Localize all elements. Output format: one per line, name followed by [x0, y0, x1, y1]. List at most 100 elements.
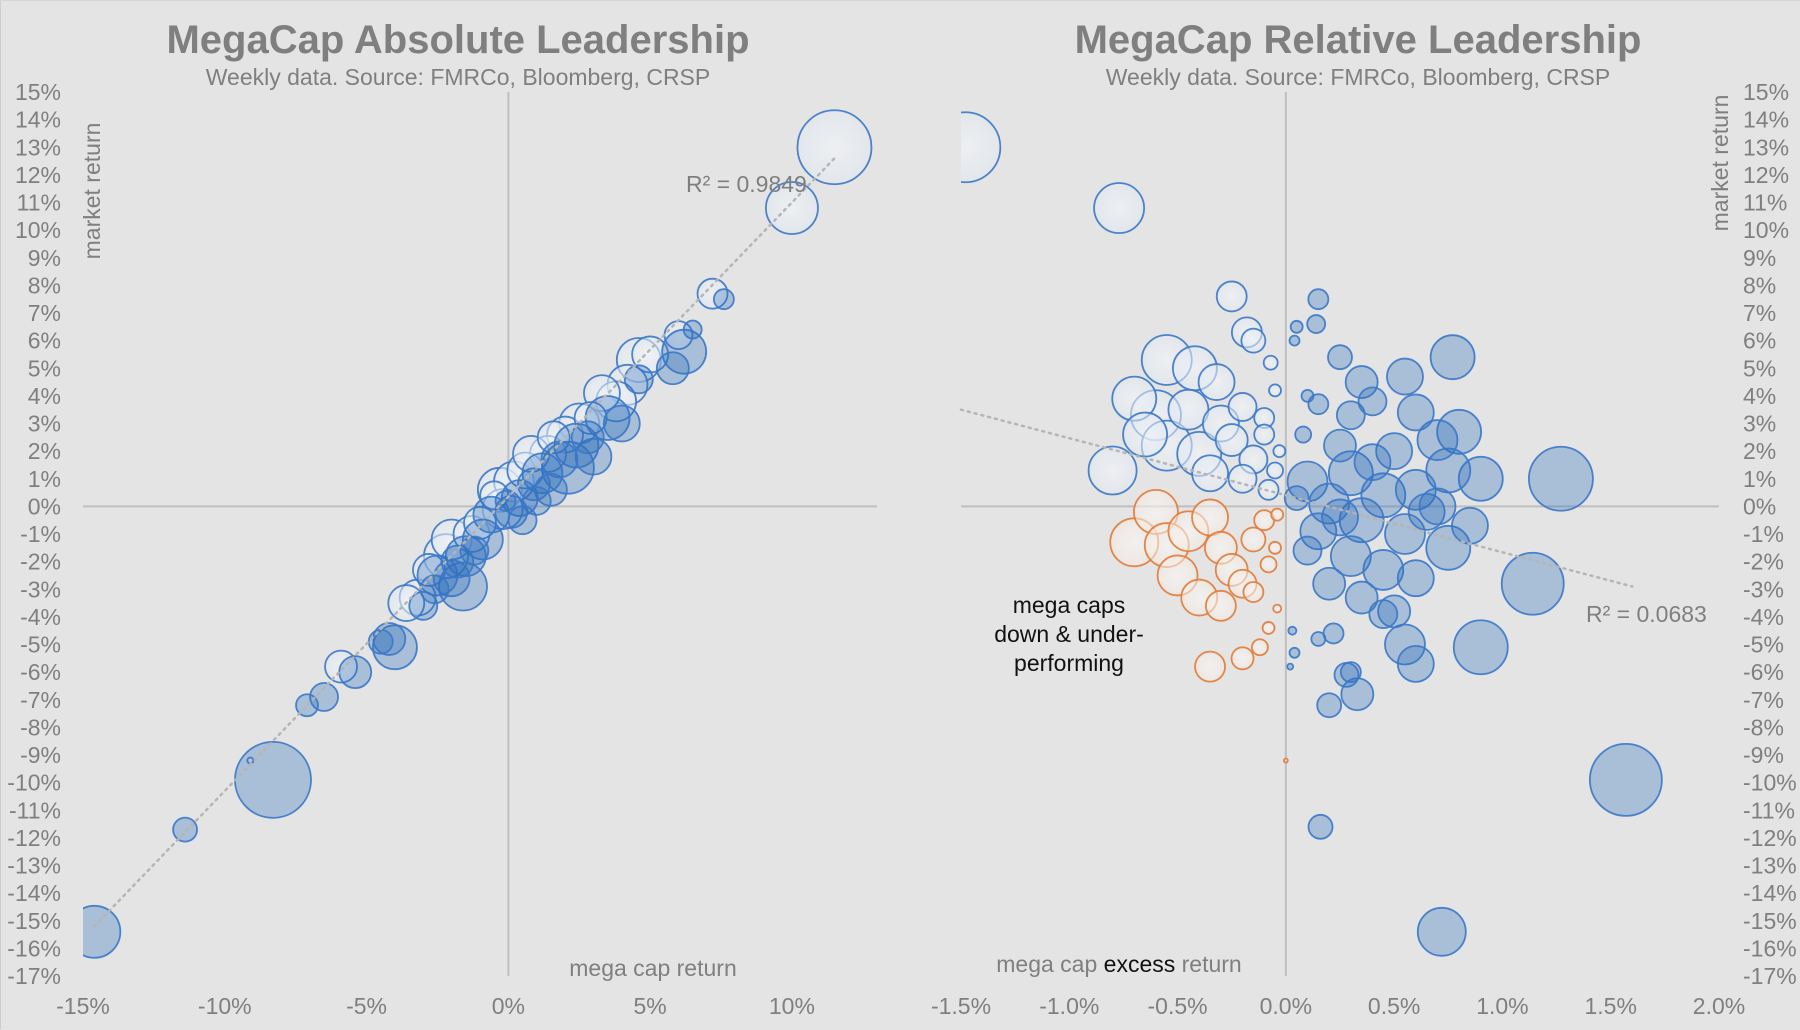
bubble-point-dark	[1344, 580, 1379, 615]
right-x-axis-title-part3: return	[1175, 951, 1241, 977]
bubble-point-light	[1262, 354, 1279, 371]
bubble-point-dark	[1528, 445, 1594, 512]
bubble-point-dark	[712, 288, 735, 311]
left-x-tick-labels: -15% -10% -5% 0% 5% 10%	[56, 993, 815, 1019]
bubble-point-dark	[1339, 661, 1362, 684]
bubble-point-dark	[540, 440, 579, 479]
right-y-tick-label: -4%	[1743, 604, 1784, 630]
bubble-point-dark	[1357, 386, 1388, 417]
right-y-tick-label: 8%	[1743, 272, 1776, 298]
bubble-point-dark	[1307, 813, 1334, 840]
bubble-point-orange	[1191, 498, 1229, 537]
right-x-tick-label: 2.0%	[1693, 993, 1745, 1019]
bubble-point-dark	[1335, 400, 1366, 431]
right-y-tick-label: 10%	[1743, 217, 1789, 243]
bubble-point-dark	[1322, 622, 1345, 645]
left-y-tick-label: -9%	[20, 742, 61, 768]
right-y-tick-label: 15%	[1743, 79, 1789, 105]
bubble-point-orange	[1268, 540, 1282, 555]
bubble-point-light	[1197, 363, 1236, 401]
bubble-point-dark	[1329, 535, 1372, 577]
left-y-tick-label: 10%	[15, 217, 61, 243]
right-x-tick-labels: -1.5% -1.0% -0.5% 0.0% 0.5% 1.0% 1.5% 2.0%	[931, 993, 1745, 1019]
bubble-point-light	[1272, 444, 1287, 459]
bubble-point-dark	[1307, 288, 1330, 311]
left-x-tick-label: -10%	[198, 993, 252, 1019]
right-y-axis-title: market return	[1707, 95, 1733, 232]
bubble-point-light	[696, 277, 729, 310]
bubble-point-orange	[1194, 650, 1226, 683]
bubble-point-dark	[1416, 419, 1459, 461]
right-y-tick-label: 13%	[1743, 134, 1789, 160]
bubble-point-light	[1227, 463, 1258, 494]
left-y-tick-label: 0%	[28, 493, 61, 519]
bubble-point-dark	[1386, 357, 1424, 396]
left-y-tick-labels: 15%14%13%12%11%10%9%8%7%6%5%4%3%2%1%0%-1…	[7, 79, 61, 989]
right-y-tick-label: 1%	[1743, 466, 1776, 492]
left-y-tick-label: -6%	[20, 659, 61, 685]
right-y-tick-label: -13%	[1743, 853, 1797, 879]
bubble-point-dark	[1289, 319, 1304, 334]
bubble-point-dark	[1286, 662, 1295, 671]
right-x-tick-label: 0.0%	[1260, 993, 1312, 1019]
left-y-tick-label: 8%	[28, 272, 61, 298]
left-y-tick-label: -11%	[9, 797, 61, 823]
bubble-point-dark	[1396, 393, 1435, 432]
left-y-tick-label: 3%	[28, 411, 61, 437]
right-x-axis-title-part1: mega cap	[996, 951, 1103, 977]
bubble-point-dark	[507, 505, 538, 536]
left-y-tick-label: -5%	[20, 632, 61, 658]
bubble-point-dark	[570, 420, 605, 455]
bubble-point-dark	[234, 740, 312, 819]
right-y-tick-label: -16%	[1743, 935, 1797, 961]
bubble-point-dark	[1287, 625, 1298, 636]
right-y-tick-label: 12%	[1743, 162, 1789, 188]
right-y-tick-label: 9%	[1743, 245, 1776, 271]
bubble-point-orange	[1272, 603, 1283, 614]
right-x-tick-label: 0.5%	[1368, 993, 1420, 1019]
bubble-point-orange	[1240, 526, 1267, 553]
bubble-point-orange	[1204, 589, 1237, 622]
left-y-axis-title: market return	[79, 123, 105, 260]
bubble-point-dark	[574, 437, 613, 476]
right-y-tick-label: -6%	[1743, 659, 1784, 685]
left-y-tick-label: 2%	[28, 438, 61, 464]
right-y-tick-label: -7%	[1743, 687, 1784, 713]
bubble-point-light	[1191, 454, 1229, 493]
bubble-point-dark	[1451, 506, 1489, 545]
left-y-tick-label: -12%	[7, 825, 61, 851]
right-y-tick-label: 14%	[1743, 107, 1789, 133]
bubble-point-dark	[1288, 646, 1301, 659]
left-y-tick-label: -8%	[20, 714, 61, 740]
right-y-tick-label: 4%	[1743, 383, 1776, 409]
bubble-point-dark	[682, 319, 703, 340]
right-chart-title: MegaCap Relative Leadership	[1075, 18, 1642, 62]
bubble-point-orange	[1250, 638, 1269, 657]
left-r-squared-label: R² = 0.9849	[686, 171, 807, 197]
left-chart-subtitle: Weekly data. Source: FMRCo, Bloomberg, C…	[206, 64, 710, 90]
right-y-tick-label: 7%	[1743, 300, 1776, 326]
bubble-point-dark	[1396, 559, 1435, 598]
right-y-tick-label: -15%	[1743, 908, 1797, 934]
bubble-point-light	[1122, 411, 1168, 458]
left-y-tick-label: -17%	[7, 963, 61, 989]
right-y-tick-label: -14%	[1743, 880, 1797, 906]
right-x-axis-title-emphasis: excess	[1104, 951, 1176, 977]
bubble-point-dark	[1436, 408, 1483, 455]
left-bubble-series	[83, 109, 873, 959]
right-y-tick-label: 6%	[1743, 328, 1776, 354]
left-y-tick-label: 12%	[15, 162, 61, 188]
right-y-tick-label: -5%	[1743, 632, 1784, 658]
annotation-line-1: mega caps	[1013, 592, 1126, 618]
left-y-tick-label: 15%	[15, 79, 61, 105]
bubble-point-orange	[1261, 621, 1276, 635]
right-bubble-series	[961, 111, 1663, 957]
left-y-tick-label: -13%	[7, 853, 61, 879]
right-x-axis-title: mega cap excess return	[996, 951, 1241, 977]
right-chart-subtitle: Weekly data. Source: FMRCo, Bloomberg, C…	[1106, 64, 1610, 90]
left-y-tick-label: 9%	[28, 245, 61, 271]
bubble-point-dark	[1310, 631, 1327, 647]
bubble-point-light	[1214, 423, 1249, 457]
right-y-tick-label: 11%	[1743, 190, 1787, 216]
